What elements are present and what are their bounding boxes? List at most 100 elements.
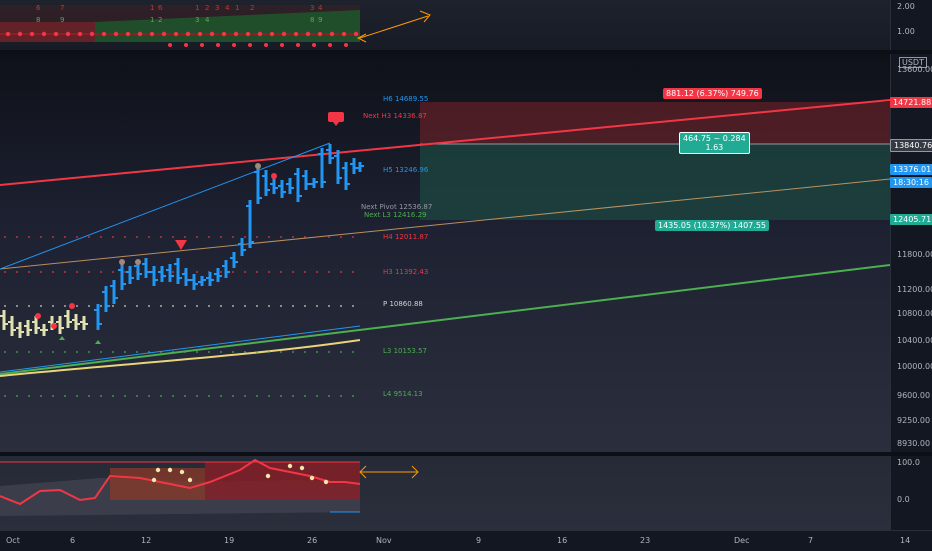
price-bar[interactable] [126, 266, 134, 284]
signal-dot [51, 323, 57, 329]
price-bar[interactable] [32, 316, 40, 334]
pivot-dot [172, 305, 174, 307]
stop-info-label[interactable]: 1435.05 (10.37%) 1407.55 [655, 220, 769, 231]
time-axis-label: 16 [557, 536, 568, 545]
price-bar[interactable] [72, 314, 80, 330]
price-bar[interactable] [326, 144, 334, 164]
price-bar[interactable] [16, 322, 24, 338]
count-label: 9 [60, 16, 65, 24]
pivot-dot [4, 305, 6, 307]
pivot-dot [16, 395, 18, 397]
price-bar[interactable] [158, 266, 166, 282]
signal-dot [125, 31, 131, 37]
pane-separator[interactable] [0, 50, 932, 54]
pivot-dot [4, 271, 6, 273]
pivot-dot [304, 395, 306, 397]
pivot-dot [112, 305, 114, 307]
price-bar[interactable] [222, 260, 230, 278]
price-bar[interactable] [286, 178, 294, 194]
price-bar[interactable] [142, 258, 150, 278]
pivot-dot [184, 395, 186, 397]
price-bar[interactable] [24, 320, 32, 336]
alert-flag-icon[interactable] [328, 112, 344, 122]
pivot-dot [316, 351, 318, 353]
price-bar[interactable] [80, 316, 88, 330]
price-bar[interactable] [64, 310, 72, 328]
pivot-dot [328, 395, 330, 397]
pivot-dot [196, 236, 198, 238]
price-bar[interactable] [230, 252, 238, 268]
oscillator-dot [155, 467, 161, 473]
pivot-dot [40, 271, 42, 273]
stop-zone[interactable] [420, 144, 890, 220]
price-bar[interactable] [118, 264, 126, 290]
pivot-dot [292, 271, 294, 273]
pivot-dot [28, 236, 30, 238]
main-price-axis[interactable]: USDT 13600.00 11800.00 11200.00 10800.00… [890, 54, 932, 454]
price-bar[interactable] [342, 162, 350, 190]
price-bar[interactable] [40, 324, 48, 336]
price-bar[interactable] [0, 310, 8, 330]
buy-signal-marker[interactable] [95, 340, 101, 344]
price-bar[interactable] [110, 280, 118, 304]
bottom-indicator-pane[interactable] [0, 456, 890, 530]
price-bar[interactable] [94, 304, 102, 330]
price-bar[interactable] [8, 316, 16, 336]
price-bar[interactable] [262, 170, 270, 196]
price-bar[interactable] [356, 162, 364, 172]
rising-trendline[interactable] [0, 142, 331, 270]
signal-dot [271, 173, 277, 179]
price-bar[interactable] [150, 266, 158, 286]
pivot-dot [124, 271, 126, 273]
signal-dot [69, 303, 75, 309]
price-bar[interactable] [318, 148, 326, 188]
moving-average[interactable] [0, 339, 361, 377]
price-bar[interactable] [270, 178, 278, 194]
price-bar[interactable] [294, 168, 302, 202]
count-label: 7 [60, 4, 65, 12]
price-bar[interactable] [302, 170, 310, 190]
price-bar[interactable] [102, 286, 110, 312]
support-trendline[interactable] [0, 264, 890, 375]
main-chart-pane[interactable]: H6 14689.55 Next H3 14336.87 H5 13246.96… [0, 54, 890, 454]
pivot-label-l4: L4 9514.13 [383, 390, 423, 398]
top-price-axis[interactable]: 2.00 1.00 [890, 0, 932, 50]
buy-signal-marker[interactable] [59, 336, 65, 340]
bottom-indicator-axis[interactable]: 100.0 0.0 [890, 456, 932, 530]
price-bar[interactable] [278, 180, 286, 198]
position-summary-box[interactable]: 464.75 ~ 0.284 1.63 [679, 132, 750, 154]
time-axis-label: 9 [476, 536, 482, 545]
price-bar[interactable] [174, 258, 182, 284]
lower-trendline[interactable] [0, 325, 361, 373]
price-bar[interactable] [238, 238, 246, 256]
price-bar[interactable] [334, 150, 342, 184]
signal-dot [149, 31, 155, 37]
price-bar[interactable] [56, 316, 64, 334]
signal-dot [280, 43, 284, 47]
oscillator-dot [299, 465, 305, 471]
time-axis-label: 14 [900, 536, 911, 545]
price-bar[interactable] [254, 166, 262, 204]
sell-signal-marker[interactable] [175, 240, 187, 250]
price-bar[interactable] [214, 268, 222, 282]
price-bar[interactable] [206, 272, 214, 286]
pivot-dot [220, 271, 222, 273]
time-axis[interactable]: Oct 6 12 19 26 Nov 9 16 23 Dec 7 14 [0, 530, 932, 551]
pivot-dot [100, 236, 102, 238]
price-bar[interactable] [350, 158, 358, 174]
price-bar[interactable] [166, 264, 174, 282]
resistance-trendline[interactable] [0, 99, 890, 186]
currency-label[interactable]: USDT [899, 57, 927, 68]
channel-line[interactable] [0, 178, 890, 270]
price-bar[interactable] [310, 178, 318, 188]
target-info-label[interactable]: 881.12 (6.37%) 749.76 [663, 88, 762, 99]
pivot-label-l3: L3 10153.57 [383, 347, 427, 355]
position-summary-line2: 1.63 [705, 143, 724, 152]
price-bar[interactable] [246, 200, 254, 248]
pane-separator[interactable] [0, 452, 932, 456]
pivot-dot [148, 395, 150, 397]
price-bar[interactable] [198, 276, 206, 286]
price-bar[interactable] [190, 274, 198, 290]
price-bar[interactable] [182, 268, 190, 286]
